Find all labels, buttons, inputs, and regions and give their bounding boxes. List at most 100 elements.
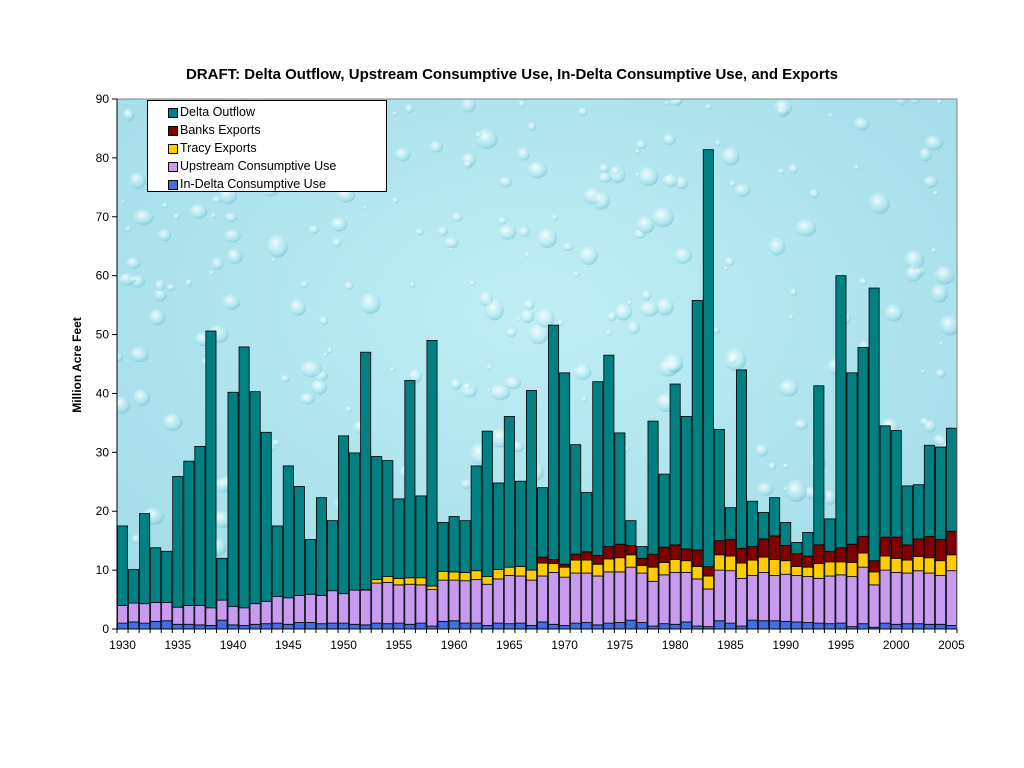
droplet xyxy=(476,128,498,150)
droplet xyxy=(934,266,956,285)
droplet xyxy=(662,134,676,145)
bar-segment-tracy-exports-1977 xyxy=(636,565,648,574)
bar-segment-delta-outflow-1961 xyxy=(459,520,471,573)
droplet xyxy=(122,108,135,121)
bar-segment-delta-outflow-1933 xyxy=(150,547,162,603)
bar-segment-in-delta-consumptive-use-1938 xyxy=(205,625,217,630)
droplet xyxy=(408,368,423,384)
bar-segment-delta-outflow-1982 xyxy=(691,299,703,551)
x-tick-label: 1970 xyxy=(551,638,578,652)
droplet xyxy=(635,140,647,150)
droplet xyxy=(498,224,517,240)
bar-segment-delta-outflow-1947 xyxy=(304,539,316,595)
bar-segment-tracy-exports-1994 xyxy=(824,561,836,577)
bar-segment-in-delta-consumptive-use-1976 xyxy=(625,619,637,630)
bar-segment-tracy-exports-1996 xyxy=(846,562,858,577)
y-tick-label: 40 xyxy=(96,386,110,400)
droplet xyxy=(904,250,925,270)
droplet xyxy=(636,215,655,234)
bar-segment-in-delta-consumptive-use-1952 xyxy=(360,624,372,630)
bar-segment-delta-outflow-1997 xyxy=(857,347,869,537)
bar-segment-upstream-consumptive-use-1977 xyxy=(636,572,648,623)
droplet xyxy=(930,247,937,253)
droplet xyxy=(579,246,598,265)
bar-segment-tracy-exports-1961 xyxy=(459,572,471,582)
droplet xyxy=(210,213,217,219)
bar-segment-delta-outflow-1967 xyxy=(525,390,537,571)
droplet xyxy=(790,288,798,297)
bar-segment-delta-outflow-1939 xyxy=(216,557,228,601)
bar-segment-tracy-exports-1970 xyxy=(559,566,571,578)
bar-segment-upstream-consumptive-use-1968 xyxy=(537,575,549,623)
bar-segment-banks-exports-1981 xyxy=(680,548,692,562)
bar-segment-delta-outflow-2001 xyxy=(901,485,913,546)
bar-segment-in-delta-consumptive-use-1974 xyxy=(603,622,615,630)
droplet xyxy=(705,104,712,110)
bar-segment-tracy-exports-1984 xyxy=(713,554,725,571)
bar-segment-upstream-consumptive-use-1987 xyxy=(747,575,759,621)
droplet xyxy=(409,281,416,288)
droplet xyxy=(451,213,463,222)
bar-segment-in-delta-consumptive-use-1979 xyxy=(658,623,670,630)
droplet xyxy=(392,197,399,204)
bar-segment-upstream-consumptive-use-2005 xyxy=(945,570,957,626)
bar-segment-banks-exports-1990 xyxy=(780,544,792,562)
bar-segment-upstream-consumptive-use-2000 xyxy=(890,572,902,625)
bar-segment-delta-outflow-1969 xyxy=(548,324,560,560)
y-tick-label: 80 xyxy=(96,151,110,165)
bar-segment-in-delta-consumptive-use-1943 xyxy=(260,623,272,630)
droplet xyxy=(188,204,208,219)
bar-segment-tracy-exports-1978 xyxy=(647,566,659,582)
bar-segment-banks-exports-1999 xyxy=(879,536,891,557)
droplet xyxy=(405,104,414,114)
bar-segment-banks-exports-2005 xyxy=(945,530,957,556)
droplet xyxy=(577,107,588,117)
x-tick-label: 1930 xyxy=(109,638,136,652)
droplet xyxy=(573,270,580,278)
droplet xyxy=(729,180,736,188)
bar-segment-tracy-exports-1958 xyxy=(426,585,438,590)
droplet xyxy=(733,184,751,197)
droplet xyxy=(527,122,537,131)
bar-segment-tracy-exports-1986 xyxy=(735,562,747,579)
bar-segment-upstream-consumptive-use-1962 xyxy=(470,579,482,624)
legend-item: Delta Outflow xyxy=(168,103,386,121)
bar-segment-tracy-exports-1973 xyxy=(592,563,604,577)
bar-segment-in-delta-consumptive-use-1971 xyxy=(570,622,582,630)
droplet xyxy=(117,396,131,414)
bar-segment-banks-exports-1992 xyxy=(802,555,814,568)
bar-segment-upstream-consumptive-use-1953 xyxy=(371,582,383,624)
bar-segment-tracy-exports-1993 xyxy=(813,563,825,579)
bar-segment-tracy-exports-1959 xyxy=(437,570,449,581)
droplet xyxy=(360,293,381,314)
droplet xyxy=(319,316,329,326)
droplet xyxy=(271,439,281,447)
droplet xyxy=(724,348,747,371)
bar-segment-upstream-consumptive-use-1990 xyxy=(780,573,792,622)
bar-segment-in-delta-consumptive-use-1970 xyxy=(559,625,571,630)
droplet xyxy=(828,113,833,118)
bar-segment-banks-exports-1988 xyxy=(758,538,770,558)
bar-segment-tracy-exports-1955 xyxy=(393,577,405,586)
droplet xyxy=(469,280,476,286)
bar-segment-upstream-consumptive-use-1956 xyxy=(404,583,416,625)
droplet xyxy=(783,486,788,492)
bar-segment-delta-outflow-1987 xyxy=(747,500,759,547)
droplet xyxy=(475,131,482,138)
droplet xyxy=(614,303,633,321)
bar-segment-upstream-consumptive-use-1940 xyxy=(227,606,239,626)
droplet xyxy=(129,172,146,190)
droplet xyxy=(932,190,939,196)
bar-segment-upstream-consumptive-use-1973 xyxy=(592,575,604,626)
bar-segment-in-delta-consumptive-use-1949 xyxy=(327,622,339,630)
legend-item: Upstream Consumptive Use xyxy=(168,157,386,175)
x-tick-label: 1955 xyxy=(385,638,412,652)
droplet xyxy=(173,213,181,220)
bar-segment-delta-outflow-1998 xyxy=(868,287,880,562)
bar-segment-tracy-exports-1991 xyxy=(791,566,803,576)
legend-swatch xyxy=(168,162,178,172)
bar-segment-banks-exports-1975 xyxy=(614,543,626,559)
bar-segment-in-delta-consumptive-use-1940 xyxy=(227,624,239,630)
bar-segment-banks-exports-1979 xyxy=(658,546,670,563)
bar-segment-upstream-consumptive-use-1984 xyxy=(713,569,725,622)
